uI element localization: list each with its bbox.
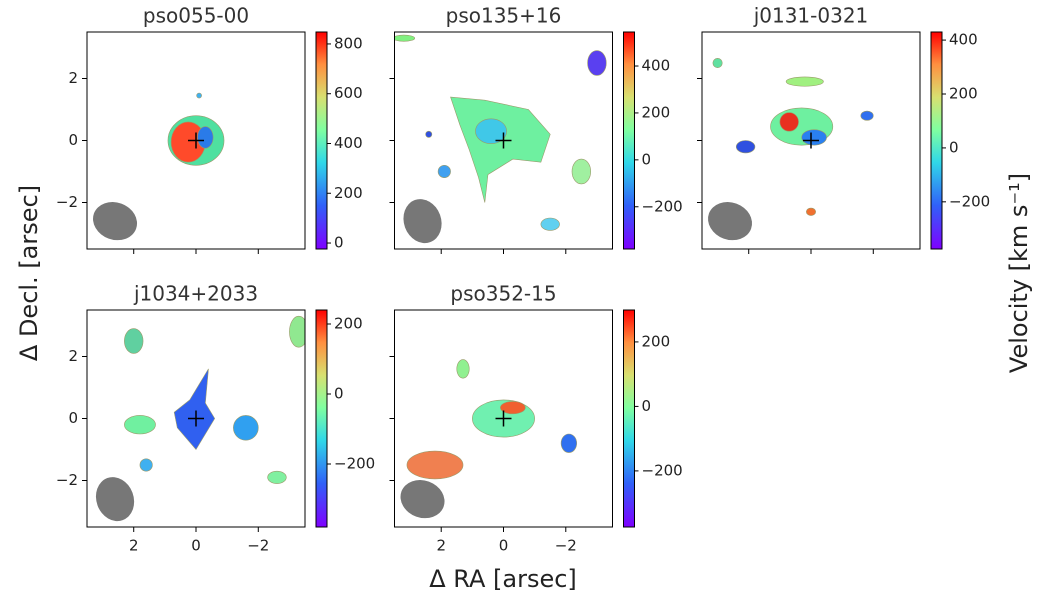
beam xyxy=(400,480,445,519)
emission-blob xyxy=(124,415,156,435)
colorbar-tick-label: 800 xyxy=(334,34,363,52)
y-tick-label: −2 xyxy=(56,193,78,211)
velocity-map xyxy=(394,34,607,231)
panel-title: j0131-0321 xyxy=(753,4,869,28)
colorbar-tick-label: 400 xyxy=(334,134,363,152)
emission-blob xyxy=(560,433,577,453)
emission-blob xyxy=(289,315,305,348)
colorbar-label: Velocity [km s⁻¹] xyxy=(1005,173,1033,373)
panel: pso352-15 2 0 −2 −200 0 200 xyxy=(389,282,683,555)
colorbar-tick-label: 0 xyxy=(642,150,652,168)
emission-blob xyxy=(267,470,287,484)
y-tick-label: 2 xyxy=(68,347,78,365)
emission-blob xyxy=(394,34,416,42)
y-axis-label: Δ Decl. [arsec] xyxy=(15,185,43,361)
emission-blob xyxy=(406,450,464,480)
emission-blob xyxy=(456,359,470,379)
colorbar-tick-label: 0 xyxy=(334,385,344,403)
emission-blob xyxy=(197,126,214,149)
panel: j1034+2033 2 0 −2 −2 0 2 −200 0 200 xyxy=(56,282,375,555)
colorbar-tick-label: 200 xyxy=(642,332,671,350)
colorbar-tick-label: 200 xyxy=(334,184,363,202)
colorbar-tick-label: 400 xyxy=(949,31,978,49)
emission-blob xyxy=(425,130,433,138)
colorbar-tick-label: 0 xyxy=(334,234,344,252)
x-tick-label: 0 xyxy=(499,537,509,555)
emission-blob xyxy=(801,129,827,146)
emission-blob xyxy=(735,140,756,154)
emission-blob xyxy=(587,50,607,76)
colorbar-tick-label: 600 xyxy=(334,84,363,102)
colorbar-tick-label: 0 xyxy=(949,138,959,156)
beam xyxy=(708,202,753,241)
x-tick-label: 0 xyxy=(191,537,201,555)
panel: j0131-0321 −200 0 200 400 xyxy=(697,4,990,254)
colorbar-tick-label: −200 xyxy=(949,192,990,210)
beam xyxy=(93,202,138,241)
velocity-map xyxy=(167,92,225,166)
emission-blob xyxy=(437,165,451,179)
emission-blob xyxy=(450,96,551,203)
x-tick-label: −2 xyxy=(247,537,269,555)
emission-blob xyxy=(540,217,560,231)
emission-blob xyxy=(196,92,202,99)
emission-blob xyxy=(785,76,824,87)
emission-blob xyxy=(500,401,526,415)
y-tick-label: −2 xyxy=(56,471,78,489)
emission-blob xyxy=(806,207,816,216)
x-tick-label: 2 xyxy=(436,537,446,555)
colorbar-tick-label: 200 xyxy=(642,103,671,121)
colorbar-tick-label: −200 xyxy=(642,461,683,479)
beam xyxy=(403,199,442,244)
emission-blob xyxy=(173,368,216,451)
colorbar xyxy=(930,31,943,250)
emission-blob xyxy=(712,58,723,68)
panel-title: pso055-00 xyxy=(143,4,249,28)
emission-blob xyxy=(779,112,799,132)
x-axis-label: Δ RA [arsec] xyxy=(429,565,577,593)
emission-blob xyxy=(475,118,507,144)
colorbar-tick-label: 400 xyxy=(642,57,671,75)
colorbar xyxy=(623,31,635,250)
colorbar xyxy=(315,309,328,528)
panel-title: j1034+2033 xyxy=(133,282,258,306)
colorbar-tick-label: −200 xyxy=(334,455,375,473)
emission-blob xyxy=(860,110,874,121)
emission-blob xyxy=(124,328,144,354)
panel-title: pso135+16 xyxy=(446,4,562,28)
emission-blob xyxy=(139,458,153,472)
panel-title: pso352-15 xyxy=(450,282,556,306)
x-tick-label: 2 xyxy=(129,537,139,555)
colorbar-tick-label: 200 xyxy=(334,315,363,333)
emission-blob xyxy=(571,158,591,185)
panel: pso055-00 −2 0 2 0 200 400 600 800 xyxy=(56,4,363,254)
velocity-map xyxy=(124,315,305,484)
velocity-map xyxy=(406,359,577,480)
velocity-map xyxy=(712,58,874,216)
y-tick-label: 2 xyxy=(68,69,78,87)
colorbar-tick-label: 0 xyxy=(642,397,652,415)
x-tick-label: −2 xyxy=(555,537,577,555)
beam xyxy=(95,477,135,522)
y-tick-label: 0 xyxy=(68,409,78,427)
emission-blob xyxy=(233,415,259,441)
colorbar-tick-label: −200 xyxy=(642,197,683,215)
colorbar xyxy=(315,31,328,250)
y-tick-label: 0 xyxy=(68,131,78,149)
colorbar xyxy=(623,309,635,528)
panel: pso135+16 −200 0 200 400 xyxy=(389,4,683,254)
colorbar-tick-label: 200 xyxy=(949,85,978,103)
